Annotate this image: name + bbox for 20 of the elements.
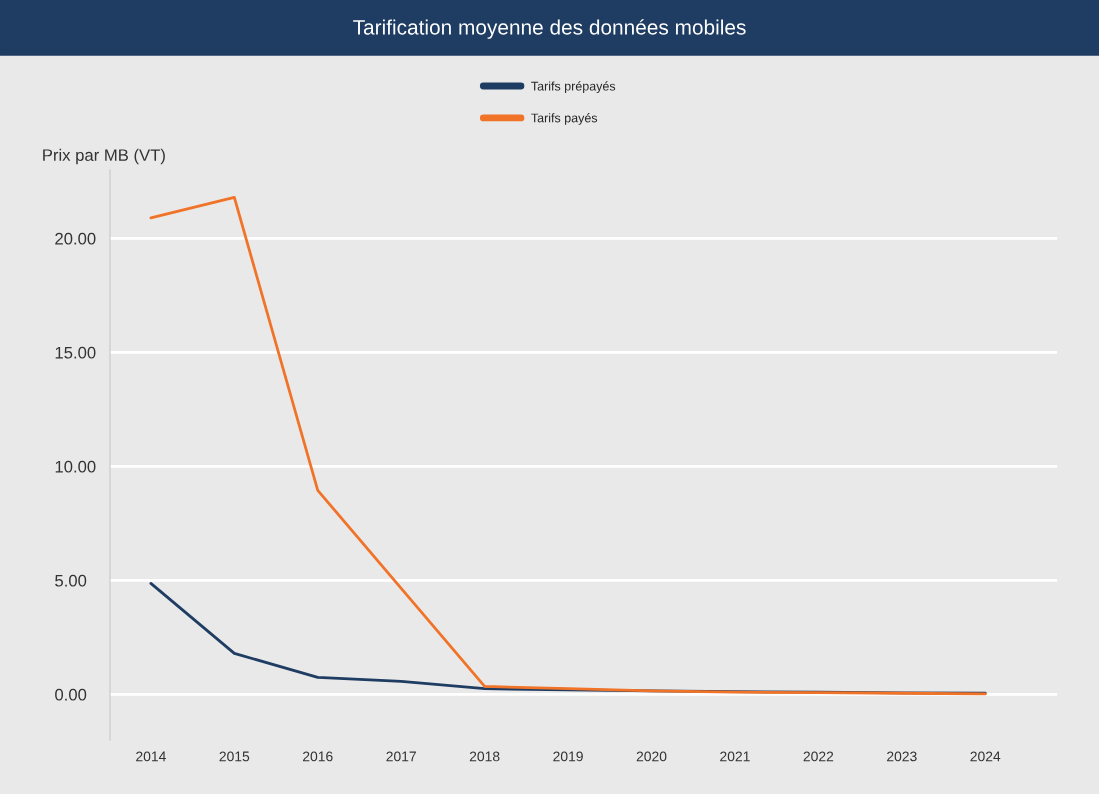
y-tick-label: 10.00 [55, 460, 96, 473]
y-tick-label: 15.00 [55, 346, 96, 359]
x-tick-label: 2022 [803, 751, 834, 762]
y-axis-title: Prix par MB (VT) [43, 148, 165, 165]
x-tick-label: 2014 [136, 751, 166, 762]
y-tick-label: 5.00 [55, 574, 87, 587]
x-tick-label: 2021 [720, 751, 750, 762]
x-tick-label: 2019 [553, 751, 583, 762]
x-tick-label: 2017 [386, 751, 416, 762]
x-tick-label: 2023 [887, 751, 917, 762]
y-tick-label: 20.00 [55, 232, 96, 245]
x-tick-label: 2024 [970, 751, 1001, 762]
chart-title: Tarification moyenne des données mobiles [353, 19, 746, 39]
x-tick-label: 2015 [219, 751, 250, 762]
y-tick-label: 0.00 [55, 688, 87, 701]
x-tick-label: 2020 [636, 751, 667, 762]
legend-label: Tarifs prépayés [531, 81, 616, 94]
legend-label: Tarifs payés [531, 113, 598, 125]
x-tick-label: 2018 [469, 751, 500, 762]
x-tick-label: 2016 [303, 751, 333, 762]
